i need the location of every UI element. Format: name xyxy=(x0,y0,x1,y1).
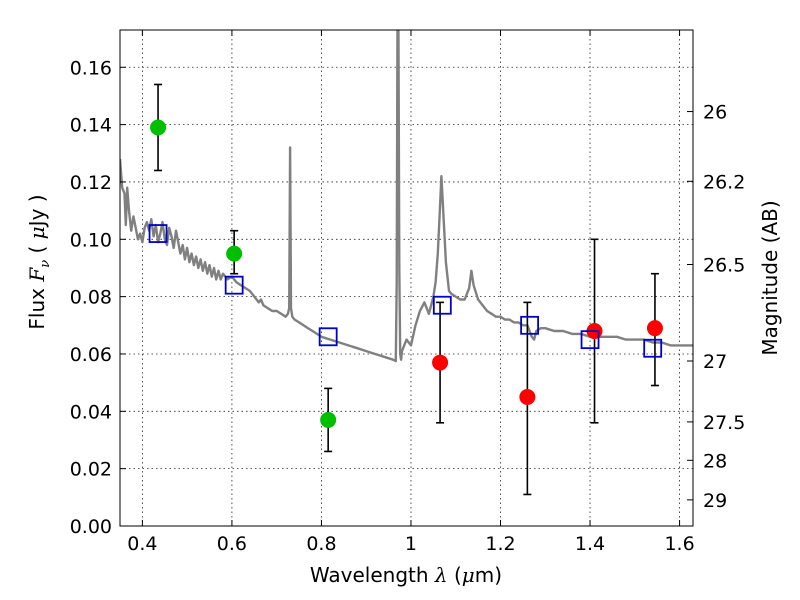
green-data-point xyxy=(150,119,167,136)
x-axis-label: Wavelength λ (μm) xyxy=(310,563,502,587)
x-tick-label: 0.8 xyxy=(306,533,336,555)
y-tick-label: 0.16 xyxy=(70,57,112,79)
x-tick-label: 1.2 xyxy=(485,533,515,555)
y2-tick-label: 26.5 xyxy=(703,255,745,277)
model-flux-square xyxy=(432,295,452,315)
plot-area xyxy=(120,30,693,496)
model-flux-square xyxy=(148,224,168,243)
y2-axis-label: Magnitude (AB) xyxy=(758,200,782,355)
y2-tick-label: 26.2 xyxy=(703,171,745,193)
model-flux-square xyxy=(318,327,338,347)
red-data-point xyxy=(432,354,449,371)
grid xyxy=(120,30,693,527)
model-flux-square xyxy=(643,338,663,358)
model-flux-square xyxy=(580,330,600,350)
y-tick-label: 0.04 xyxy=(70,401,112,423)
x-tick-label: 0.6 xyxy=(217,533,247,555)
y-axis-label: Flux Fν ( μJy ) xyxy=(25,194,53,329)
x-tick-label: 1 xyxy=(405,533,417,555)
y-tick-label: 0.08 xyxy=(70,287,112,309)
model-flux-square xyxy=(224,275,244,295)
y2-tick-label: 27.5 xyxy=(703,412,745,434)
y-tick-label: 0.14 xyxy=(70,115,112,137)
y2-tick-label: 28 xyxy=(703,450,727,472)
y-tick-label: 0.10 xyxy=(70,229,112,251)
red-data-point xyxy=(519,388,536,405)
y-tick-label: 0.06 xyxy=(70,344,112,366)
y-tick-label: 0.00 xyxy=(70,516,112,538)
y2-tick-label: 27 xyxy=(703,351,727,373)
y-tick-label: 0.02 xyxy=(70,459,112,481)
axes: 0.4 0.6 0.8 1 1.2 1.4 1.6 0.00 0.02 0.04 0.06 0.08 0… xyxy=(70,30,745,555)
y2-tick-label: 26 xyxy=(703,102,727,124)
red-data-point xyxy=(646,320,663,337)
y-tick-label: 0.12 xyxy=(70,172,112,194)
y2-tick-label: 29 xyxy=(703,490,727,512)
model-flux-square xyxy=(520,315,540,335)
x-tick-label: 1.6 xyxy=(664,533,694,555)
x-tick-label: 0.4 xyxy=(127,533,157,555)
plot-frame xyxy=(119,29,694,527)
green-data-point xyxy=(226,245,243,262)
model-spectrum-line xyxy=(120,30,693,363)
green-data-point xyxy=(320,411,337,428)
x-tick-label: 1.4 xyxy=(575,533,605,555)
